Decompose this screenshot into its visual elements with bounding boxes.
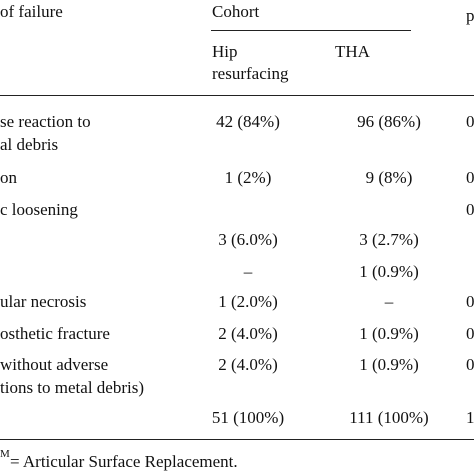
row-label: on [0,168,17,187]
column-header: p [466,6,474,25]
cell: 1 (2%) [224,168,272,187]
cell: 3 (2.7%) [359,230,419,249]
row-label: without adverse [0,355,109,374]
rule [0,439,474,440]
row-label: tions to metal debris) [0,378,145,397]
cell: 2 (4.0%) [218,355,278,374]
cell: 0 [466,292,474,311]
cell: 1 (0.9%) [359,355,419,374]
cell: 0 [466,168,474,187]
cell: 111 (100%) [349,408,429,427]
cell: 0 [466,200,474,219]
row-label: ular necrosis [0,292,87,311]
row-label: al debris [0,135,59,154]
cell: 0 [466,355,474,374]
column-subheader: THA [335,42,370,61]
row-label: c loosening [0,200,78,219]
row-label: osthetic fracture [0,324,110,343]
cell: 0 [466,324,474,343]
cell: 2 (4.0%) [218,324,278,343]
rule [0,95,474,96]
column-subheader: resurfacing [212,64,289,83]
cell: 1 [466,408,474,427]
cell: 1 (2.0%) [218,292,278,311]
cell: 3 (6.0%) [218,230,278,249]
footnote-mark: M [0,448,10,460]
cell: 0 [466,112,474,131]
column-subheader: Hip [212,42,238,61]
row-label: se reaction to [0,112,91,131]
column-header: Cohort [212,2,260,21]
cell: – [384,292,394,311]
cell: 1 (0.9%) [359,262,419,281]
rule [211,30,411,31]
cell: 96 (86%) [357,112,421,131]
cell: 51 (100%) [211,408,285,427]
cell: 42 (84%) [216,112,280,131]
footnote: = Articular Surface Replacement. [10,452,238,471]
cell: 9 (8%) [365,168,413,187]
cell: – [243,262,253,281]
cell: 1 (0.9%) [359,324,419,343]
column-header: of failure [0,2,63,21]
